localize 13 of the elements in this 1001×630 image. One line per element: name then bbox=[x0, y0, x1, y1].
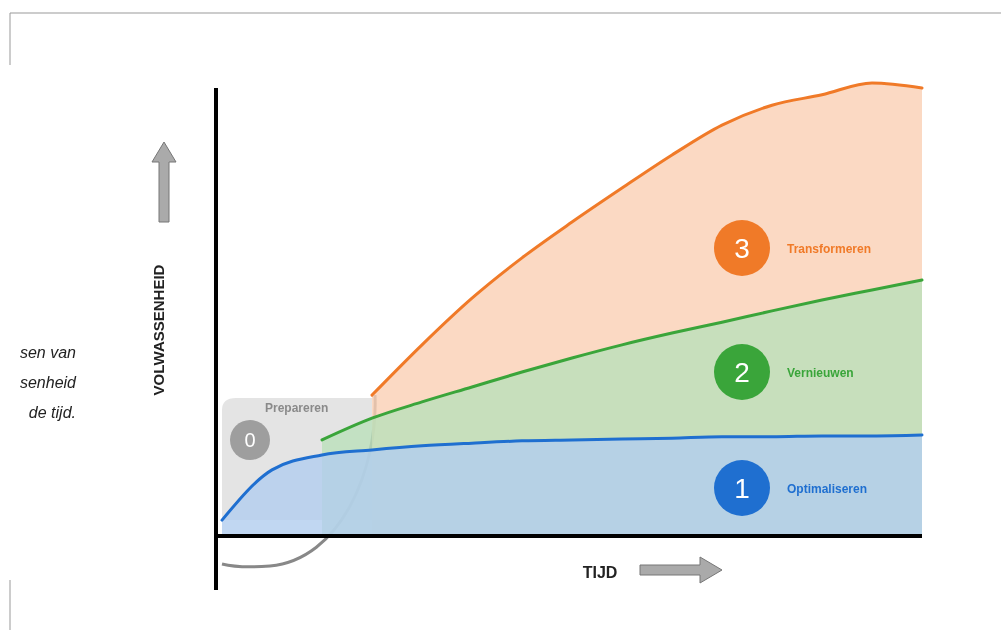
series-label: Transformeren bbox=[787, 242, 872, 256]
x-axis-title: TIJD bbox=[582, 564, 618, 581]
annotation: 1 bbox=[734, 473, 750, 504]
text: senheid bbox=[19, 374, 78, 391]
annotation: 2 bbox=[734, 357, 750, 388]
series-label: Vernieuwen bbox=[787, 366, 854, 380]
series-label: Optimaliseren bbox=[787, 482, 868, 496]
y-axis-title: VOLWASSENHEID bbox=[150, 264, 167, 396]
annotation: 0 bbox=[244, 429, 256, 451]
annotation: Prepareren bbox=[265, 401, 329, 415]
text: de tijd. bbox=[28, 404, 76, 421]
text: sen van bbox=[19, 344, 77, 361]
annotation: 3 bbox=[734, 233, 750, 264]
